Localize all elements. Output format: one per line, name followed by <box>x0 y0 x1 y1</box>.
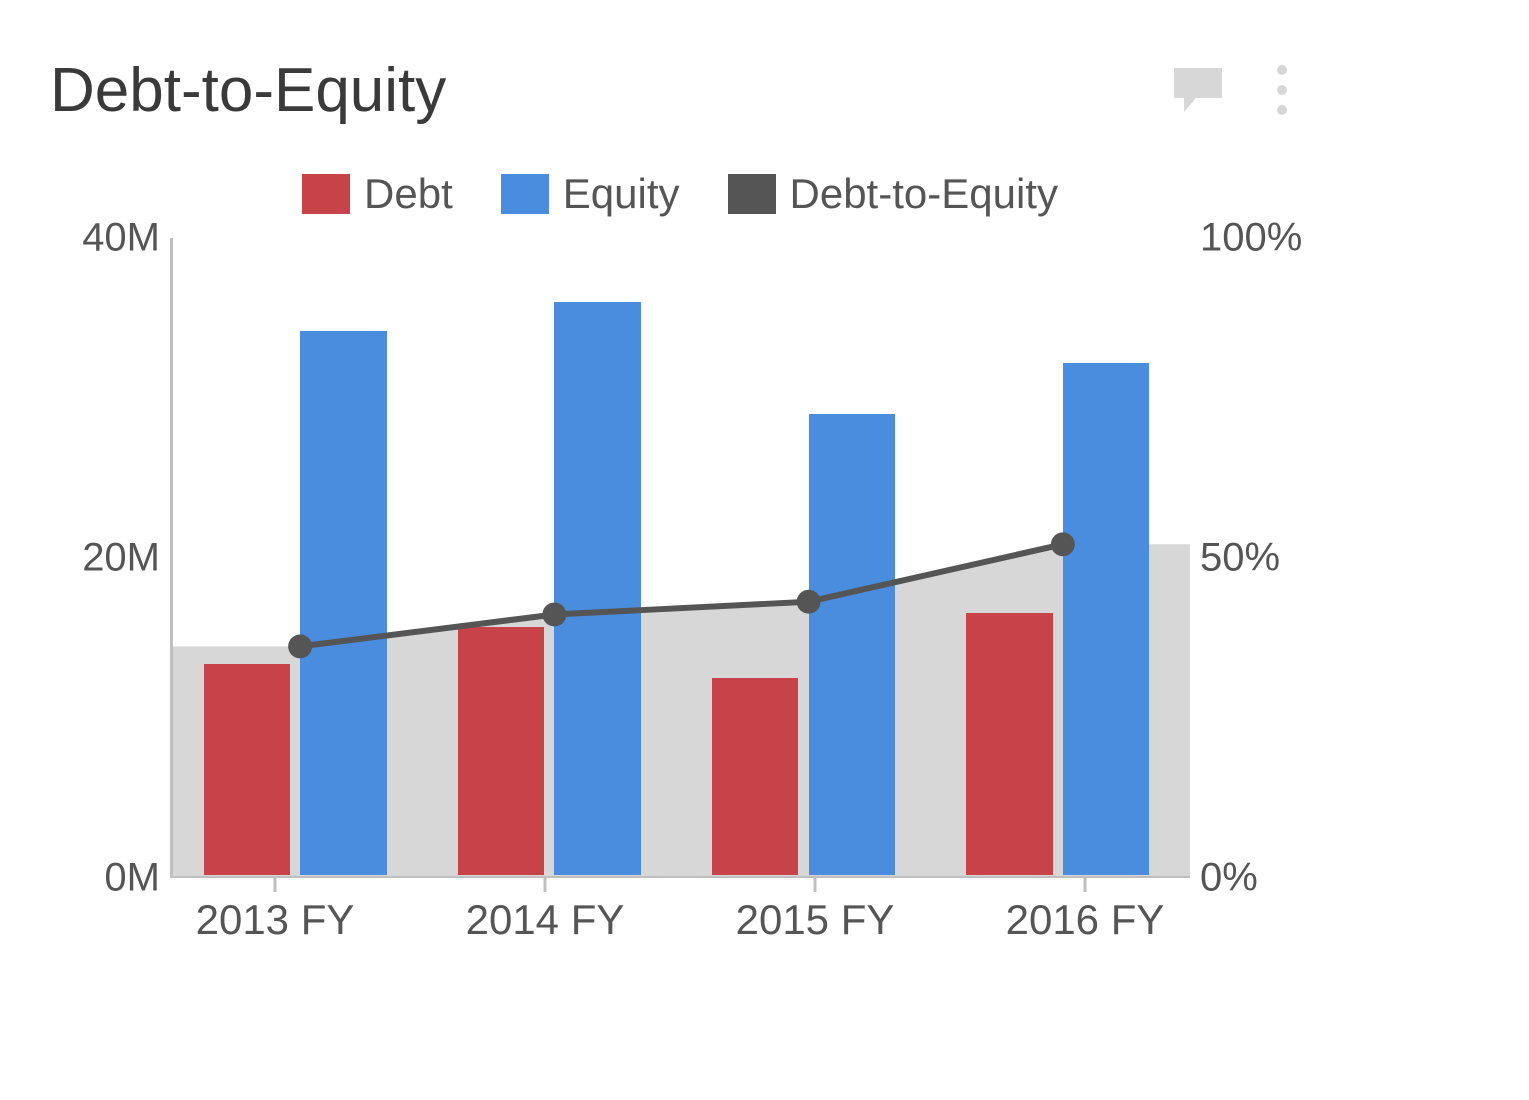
bar-group <box>427 238 681 875</box>
y-axis-left: 0M20M40M <box>50 238 160 878</box>
comment-icon[interactable] <box>1170 62 1226 118</box>
x-tick: 2016 FY <box>950 878 1220 958</box>
equity-bar[interactable] <box>1063 363 1149 875</box>
plot-area <box>170 238 1190 878</box>
debt-bar[interactable] <box>966 613 1052 875</box>
card-header: Debt-to-Equity <box>20 20 1340 150</box>
x-tick-mark <box>814 878 817 892</box>
legend-item-ratio[interactable]: Debt-to-Equity <box>728 170 1058 218</box>
x-tick-mark <box>544 878 547 892</box>
bar-group <box>936 238 1190 875</box>
x-tick-label: 2016 FY <box>1006 896 1165 944</box>
equity-bar[interactable] <box>300 331 386 875</box>
legend-item-debt[interactable]: Debt <box>302 170 453 218</box>
card-actions <box>1170 62 1310 118</box>
y-right-tick: 100% <box>1200 216 1310 261</box>
legend-swatch <box>728 174 776 214</box>
legend-label: Debt <box>364 170 453 218</box>
y-left-tick: 20M <box>50 536 160 581</box>
legend-label: Equity <box>563 170 680 218</box>
chart-area: 0M20M40M 0%50%100% <box>50 238 1310 878</box>
x-tick-mark <box>274 878 277 892</box>
equity-bar[interactable] <box>554 302 640 875</box>
chart-legend: Debt Equity Debt-to-Equity <box>20 150 1340 228</box>
debt-bar[interactable] <box>204 664 290 875</box>
x-tick-label: 2013 FY <box>196 896 355 944</box>
y-right-tick: 50% <box>1200 536 1310 581</box>
x-tick: 2014 FY <box>410 878 680 958</box>
y-axis-right: 0%50%100% <box>1200 238 1310 878</box>
y-left-tick: 40M <box>50 216 160 261</box>
bar-groups <box>173 238 1190 875</box>
legend-item-equity[interactable]: Equity <box>501 170 680 218</box>
x-tick-label: 2015 FY <box>736 896 895 944</box>
x-tick: 2013 FY <box>140 878 410 958</box>
x-tick-label: 2014 FY <box>466 896 625 944</box>
x-axis: 2013 FY 2014 FY 2015 FY 2016 FY <box>140 878 1220 958</box>
debt-bar[interactable] <box>458 627 544 875</box>
equity-bar[interactable] <box>809 414 895 875</box>
kebab-menu-icon[interactable] <box>1254 62 1310 118</box>
x-tick-mark <box>1084 878 1087 892</box>
legend-swatch <box>501 174 549 214</box>
debt-bar[interactable] <box>712 678 798 875</box>
chart-card: Debt-to-Equity Debt Equity <box>20 20 1340 1060</box>
x-tick: 2015 FY <box>680 878 950 958</box>
legend-swatch <box>302 174 350 214</box>
chart-title: Debt-to-Equity <box>50 55 1170 126</box>
bar-group <box>173 238 427 875</box>
legend-label: Debt-to-Equity <box>790 170 1058 218</box>
bar-group <box>682 238 936 875</box>
